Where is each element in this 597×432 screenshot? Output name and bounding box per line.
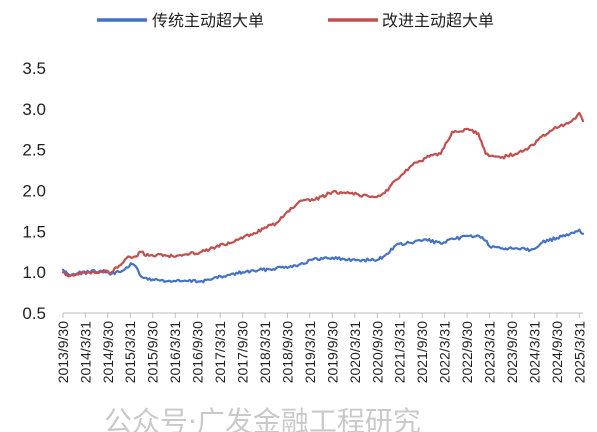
x-tick-label: 2017/9/30 (235, 321, 251, 383)
x-tick-label: 2020/9/30 (369, 321, 385, 383)
x-tick-label: 2022/3/31 (437, 321, 453, 383)
x-tick-label: 2021/3/31 (392, 321, 408, 383)
x-tick-label: 2013/9/30 (55, 321, 71, 383)
x-tick-label: 2024/3/31 (526, 321, 542, 383)
x-tick-label: 2019/9/30 (324, 321, 340, 383)
y-tick-label: 0.5 (22, 304, 46, 323)
x-tick-label: 2025/3/31 (571, 321, 587, 383)
y-tick-label: 3.0 (22, 100, 46, 119)
x-tick-label: 2014/9/30 (100, 321, 116, 383)
y-tick-label: 2.5 (22, 141, 46, 160)
legend-label-1: 传统主动超大单 (152, 11, 264, 30)
series-line-1 (61, 228, 585, 284)
x-tick-label: 2018/9/30 (279, 321, 295, 383)
x-tick-label: 2019/3/31 (302, 321, 318, 383)
legend-label-2: 改进主动超大单 (382, 11, 494, 30)
x-tick-label: 2022/9/30 (459, 321, 475, 383)
x-tick-label: 2016/3/31 (167, 321, 183, 383)
x-tick-label: 2015/3/31 (122, 321, 138, 383)
x-tick-label: 2021/9/30 (414, 321, 430, 383)
x-tick-label: 2016/9/30 (190, 321, 206, 383)
x-tick-label: 2023/3/31 (481, 321, 497, 383)
x-tick-label: 2020/3/31 (347, 321, 363, 383)
x-tick-label: 2014/3/31 (77, 321, 93, 383)
y-tick-label: 1.0 (22, 263, 46, 282)
x-tick-label: 2018/3/31 (257, 321, 273, 383)
y-tick-label: 1.5 (22, 222, 46, 241)
y-tick-label: 2.0 (22, 182, 46, 201)
x-tick-label: 2015/9/30 (145, 321, 161, 383)
x-tick-label: 2017/3/31 (212, 321, 228, 383)
legend: 传统主动超大单 改进主动超大单 (97, 11, 494, 30)
y-axis: 0.5 1.0 1.5 2.0 2.5 3.0 3.5 (22, 59, 46, 323)
x-tick-label: 2024/9/30 (549, 321, 565, 383)
x-tick-label: 2023/9/30 (504, 321, 520, 383)
y-tick-label: 3.5 (22, 59, 46, 78)
watermark-text: 公众号·广发金融工程研究 (104, 405, 421, 432)
series-layer (61, 111, 585, 284)
x-axis: 2013/9/30 2014/3/31 2014/9/30 2015/3/31 2015… (55, 312, 587, 383)
series-line-2 (61, 111, 585, 278)
